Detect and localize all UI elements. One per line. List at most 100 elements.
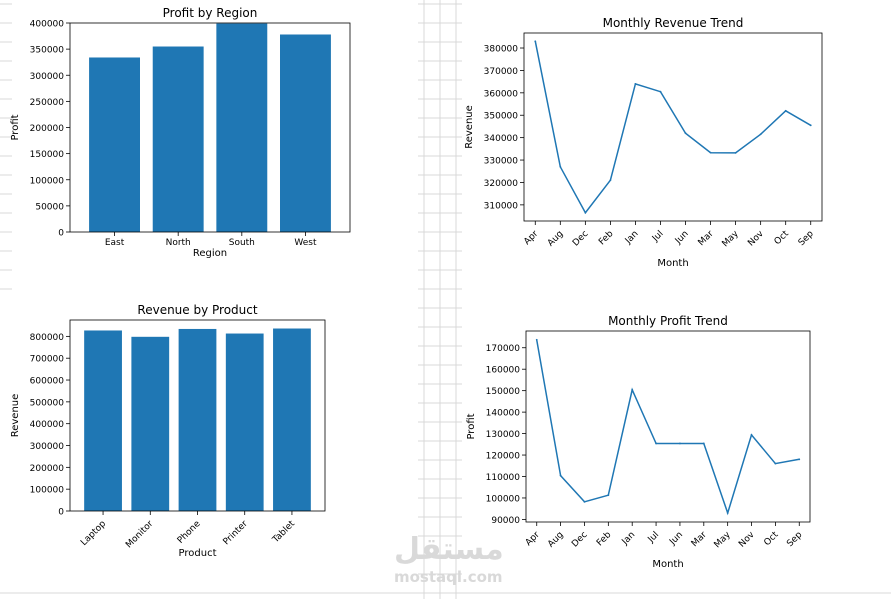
chart-monthly-revenue-trend: Monthly Revenue Trend Month Revenue 310000 3… — [462, 0, 891, 298]
y-tick-label: 360000 — [484, 89, 519, 99]
data-point-dec — [584, 211, 587, 214]
x-tick-label: Jun — [673, 229, 691, 247]
x-axis-label: Month — [652, 559, 683, 570]
y-tick-label: 160000 — [486, 366, 521, 376]
data-point-apr — [534, 40, 537, 43]
data-point-jul — [655, 442, 657, 445]
x-tick-label: Phone — [176, 519, 203, 546]
data-point-jun — [684, 132, 687, 135]
data-point-mar — [702, 442, 705, 445]
data-point-nov — [759, 133, 762, 136]
plot-frame — [69, 22, 351, 233]
y-tick-label: 170000 — [486, 344, 521, 354]
x-tick-label: Jun — [667, 530, 685, 548]
chart-title: Revenue by Product — [137, 303, 257, 317]
x-tick-label: Dec — [571, 229, 590, 248]
x-tick-label: Monitor — [124, 519, 155, 550]
data-point-aug — [559, 474, 562, 477]
plot-frame — [523, 32, 823, 222]
y-tick-label: 100000 — [30, 176, 65, 186]
y-tick-label: 110000 — [486, 473, 521, 483]
x-tick-label: Sep — [785, 530, 804, 549]
y-tick-label: 90000 — [491, 516, 520, 526]
y-tick-label: 100000 — [486, 494, 521, 504]
x-tick-label: Printer — [222, 519, 250, 547]
x-tick-label: Apr — [524, 530, 542, 548]
chart-title: Monthly Profit Trend — [608, 314, 728, 328]
y-tick-label: 150000 — [30, 150, 65, 160]
x-tick-label: Nov — [737, 530, 757, 550]
y-tick-label: 300000 — [30, 442, 65, 452]
x-axis-label: Month — [657, 258, 688, 269]
bar-east — [89, 57, 140, 232]
x-tick-label: Dec — [570, 530, 589, 549]
bar-phone — [178, 328, 217, 511]
x-tick-label: East — [105, 238, 125, 248]
x-axis-label: Product — [179, 548, 217, 559]
x-tick-label: North — [166, 238, 191, 248]
x-tick-label: Nov — [746, 229, 766, 249]
data-point-jan — [631, 388, 634, 391]
chart-monthly-profit-trend-svg: Monthly Profit Trend Month Profit 90000 1000… — [466, 314, 811, 570]
y-tick-label: 320000 — [484, 179, 519, 189]
y-tick-label: 350000 — [484, 112, 519, 122]
y-tick-label: 380000 — [484, 45, 519, 55]
data-point-jan — [634, 82, 637, 85]
data-point-may — [734, 151, 737, 154]
x-tick-label: Jan — [623, 229, 641, 247]
plot-frame — [525, 330, 811, 523]
y-tick-label: 400000 — [30, 420, 65, 430]
x-tick-label: Aug — [546, 530, 566, 550]
y-tick-label: 500000 — [30, 398, 65, 408]
x-tick-label: Feb — [595, 530, 614, 549]
chart-monthly-profit-trend: Monthly Profit Trend Month Profit 90000 1000… — [462, 300, 891, 590]
x-tick-label: Mar — [690, 530, 709, 549]
y-tick-label: 370000 — [484, 67, 519, 77]
plot-frame — [69, 319, 326, 512]
y-tick-label: 700000 — [30, 355, 65, 365]
chart-revenue-by-product-svg: Revenue by Product Product Revenue 0 100000 2… — [10, 303, 326, 559]
data-point-sep — [809, 124, 812, 127]
y-tick-label: 0 — [58, 229, 64, 239]
x-tick-label: Aug — [546, 229, 566, 249]
y-tick-label: 350000 — [30, 46, 65, 56]
y-tick-label: 100000 — [30, 486, 65, 496]
y-tick-label: 200000 — [30, 124, 65, 134]
y-tick-label: 150000 — [486, 387, 521, 397]
watermark-latin: mostaql.com — [394, 568, 503, 586]
y-tick-label: 0 — [58, 508, 64, 518]
y-tick-label: 400000 — [30, 20, 65, 30]
y-tick-label: 300000 — [30, 72, 65, 82]
y-axis-label: Profit — [466, 413, 477, 439]
series-line — [534, 41, 812, 215]
x-tick-label: West — [294, 238, 317, 248]
data-point-apr — [535, 338, 538, 341]
x-tick-label: Apr — [522, 229, 540, 247]
x-tick-label: May — [713, 530, 734, 551]
y-tick-label: 200000 — [30, 464, 65, 474]
data-point-jun — [679, 442, 681, 445]
chart-title: Profit by Region — [163, 6, 258, 20]
x-tick-label: Oct — [773, 229, 791, 247]
data-point-dec — [583, 500, 586, 503]
x-tick-label: Mar — [697, 229, 716, 248]
x-tick-label: May — [720, 229, 741, 250]
y-tick-label: 140000 — [486, 409, 521, 419]
chart-monthly-revenue-trend-svg: Monthly Revenue Trend Month Revenue 310000 3… — [464, 16, 823, 269]
bar-printer — [225, 333, 264, 511]
bar-west — [280, 34, 331, 233]
x-tick-label: Tablet — [270, 519, 297, 546]
data-point-jul — [659, 90, 662, 93]
y-tick-label: 50000 — [35, 202, 64, 212]
bar-laptop — [84, 330, 122, 511]
data-point-sep — [798, 458, 801, 461]
data-point-may — [726, 512, 729, 514]
y-axis-label: Profit — [10, 114, 21, 140]
x-axis-label: Region — [193, 248, 227, 259]
x-tick-label: Laptop — [79, 519, 108, 548]
x-tick-label: Jul — [646, 530, 661, 545]
bar-tablet — [273, 328, 311, 511]
y-tick-label: 340000 — [484, 134, 519, 144]
bar-south — [216, 23, 268, 233]
y-tick-label: 600000 — [30, 377, 65, 387]
